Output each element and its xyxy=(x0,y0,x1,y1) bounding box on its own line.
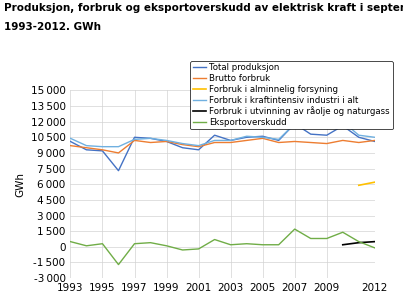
Brutto forbruk xyxy=(244,139,249,142)
Forbruk i kraftintensiv industri i alt xyxy=(132,138,137,141)
Forbruk i kraftintensiv industri i alt xyxy=(356,133,361,137)
Line: Forbruk i kraftintensiv industri i alt: Forbruk i kraftintensiv industri i alt xyxy=(71,122,375,147)
Text: Produksjon, forbruk og eksportoverskudd av elektrisk kraft i september.: Produksjon, forbruk og eksportoverskudd … xyxy=(4,3,403,13)
Brutto forbruk xyxy=(308,141,313,144)
Total produksjon xyxy=(132,136,137,139)
Eksportoverskudd xyxy=(68,240,73,243)
Eksportoverskudd xyxy=(180,248,185,252)
Forbruk i kraftintensiv industri i alt xyxy=(100,145,105,148)
Total produksjon xyxy=(260,134,265,138)
Total produksjon xyxy=(324,133,329,137)
Total produksjon xyxy=(228,139,233,142)
Forbruk i kraftintensiv industri i alt xyxy=(244,134,249,138)
Brutto forbruk xyxy=(260,136,265,140)
Total produksjon xyxy=(196,148,201,152)
Eksportoverskudd xyxy=(100,242,105,245)
Forbruk i kraftintensiv industri i alt xyxy=(292,122,297,126)
Eksportoverskudd xyxy=(84,244,89,248)
Text: 1993-2012. GWh: 1993-2012. GWh xyxy=(4,22,101,31)
Eksportoverskudd xyxy=(308,237,313,240)
Total produksjon xyxy=(372,140,377,143)
Total produksjon xyxy=(356,136,361,139)
Forbruk i utvinning av råolje og naturgass xyxy=(372,240,377,243)
Brutto forbruk xyxy=(68,144,73,148)
Eksportoverskudd xyxy=(341,230,345,234)
Forbruk i kraftintensiv industri i alt xyxy=(116,145,121,148)
Eksportoverskudd xyxy=(260,243,265,247)
Forbruk i kraftintensiv industri i alt xyxy=(84,144,89,148)
Eksportoverskudd xyxy=(292,227,297,231)
Eksportoverskudd xyxy=(372,246,377,250)
Total produksjon xyxy=(116,169,121,172)
Total produksjon xyxy=(341,124,345,128)
Forbruk i kraftintensiv industri i alt xyxy=(276,138,281,141)
Total produksjon xyxy=(164,140,169,143)
Line: Total produksjon: Total produksjon xyxy=(71,124,375,171)
Brutto forbruk xyxy=(196,145,201,148)
Total produksjon xyxy=(68,140,73,143)
Forbruk i kraftintensiv industri i alt xyxy=(148,136,153,140)
Total produksjon xyxy=(276,139,281,142)
Total produksjon xyxy=(292,122,297,126)
Total produksjon xyxy=(244,136,249,139)
Eksportoverskudd xyxy=(276,243,281,247)
Eksportoverskudd xyxy=(148,241,153,245)
Total produksjon xyxy=(84,148,89,152)
Forbruk i alminnelig forsyning xyxy=(372,180,377,184)
Brutto forbruk xyxy=(180,143,185,146)
Forbruk i kraftintensiv industri i alt xyxy=(260,136,265,139)
Forbruk i kraftintensiv industri i alt xyxy=(341,120,345,124)
Brutto forbruk xyxy=(341,139,345,142)
Brutto forbruk xyxy=(212,141,217,144)
Brutto forbruk xyxy=(84,146,89,150)
Line: Forbruk i alminnelig forsyning: Forbruk i alminnelig forsyning xyxy=(359,182,375,185)
Forbruk i kraftintensiv industri i alt xyxy=(196,144,201,148)
Eksportoverskudd xyxy=(324,237,329,240)
Line: Eksportoverskudd: Eksportoverskudd xyxy=(71,229,375,265)
Forbruk i utvinning av råolje og naturgass xyxy=(356,241,361,245)
Line: Forbruk i utvinning av råolje og naturgass: Forbruk i utvinning av råolje og naturga… xyxy=(343,241,375,245)
Forbruk i kraftintensiv industri i alt xyxy=(164,139,169,142)
Forbruk i kraftintensiv industri i alt xyxy=(68,136,73,140)
Line: Brutto forbruk: Brutto forbruk xyxy=(71,138,375,153)
Brutto forbruk xyxy=(292,140,297,143)
Brutto forbruk xyxy=(116,151,121,155)
Y-axis label: GWh: GWh xyxy=(15,172,25,197)
Brutto forbruk xyxy=(324,142,329,145)
Eksportoverskudd xyxy=(116,263,121,266)
Eksportoverskudd xyxy=(132,242,137,245)
Brutto forbruk xyxy=(132,139,137,142)
Forbruk i kraftintensiv industri i alt xyxy=(212,139,217,142)
Forbruk i kraftintensiv industri i alt xyxy=(180,142,185,145)
Total produksjon xyxy=(212,133,217,137)
Brutto forbruk xyxy=(164,140,169,143)
Total produksjon xyxy=(308,132,313,136)
Eksportoverskudd xyxy=(244,242,249,245)
Eksportoverskudd xyxy=(212,238,217,241)
Brutto forbruk xyxy=(228,141,233,144)
Forbruk i kraftintensiv industri i alt xyxy=(372,136,377,139)
Brutto forbruk xyxy=(372,139,377,142)
Brutto forbruk xyxy=(276,141,281,144)
Eksportoverskudd xyxy=(164,244,169,248)
Total produksjon xyxy=(100,149,105,153)
Total produksjon xyxy=(148,136,153,140)
Forbruk i kraftintensiv industri i alt xyxy=(324,122,329,126)
Forbruk i kraftintensiv industri i alt xyxy=(308,122,313,126)
Eksportoverskudd xyxy=(228,243,233,247)
Eksportoverskudd xyxy=(356,240,361,243)
Brutto forbruk xyxy=(356,141,361,144)
Forbruk i alminnelig forsyning xyxy=(356,184,361,187)
Forbruk i kraftintensiv industri i alt xyxy=(228,139,233,142)
Forbruk i utvinning av råolje og naturgass xyxy=(341,243,345,247)
Brutto forbruk xyxy=(148,141,153,144)
Brutto forbruk xyxy=(100,148,105,152)
Total produksjon xyxy=(180,146,185,150)
Legend: Total produksjon, Brutto forbruk, Forbruk i alminnelig forsyning, Forbruk i kraf: Total produksjon, Brutto forbruk, Forbru… xyxy=(190,61,393,129)
Eksportoverskudd xyxy=(196,247,201,251)
